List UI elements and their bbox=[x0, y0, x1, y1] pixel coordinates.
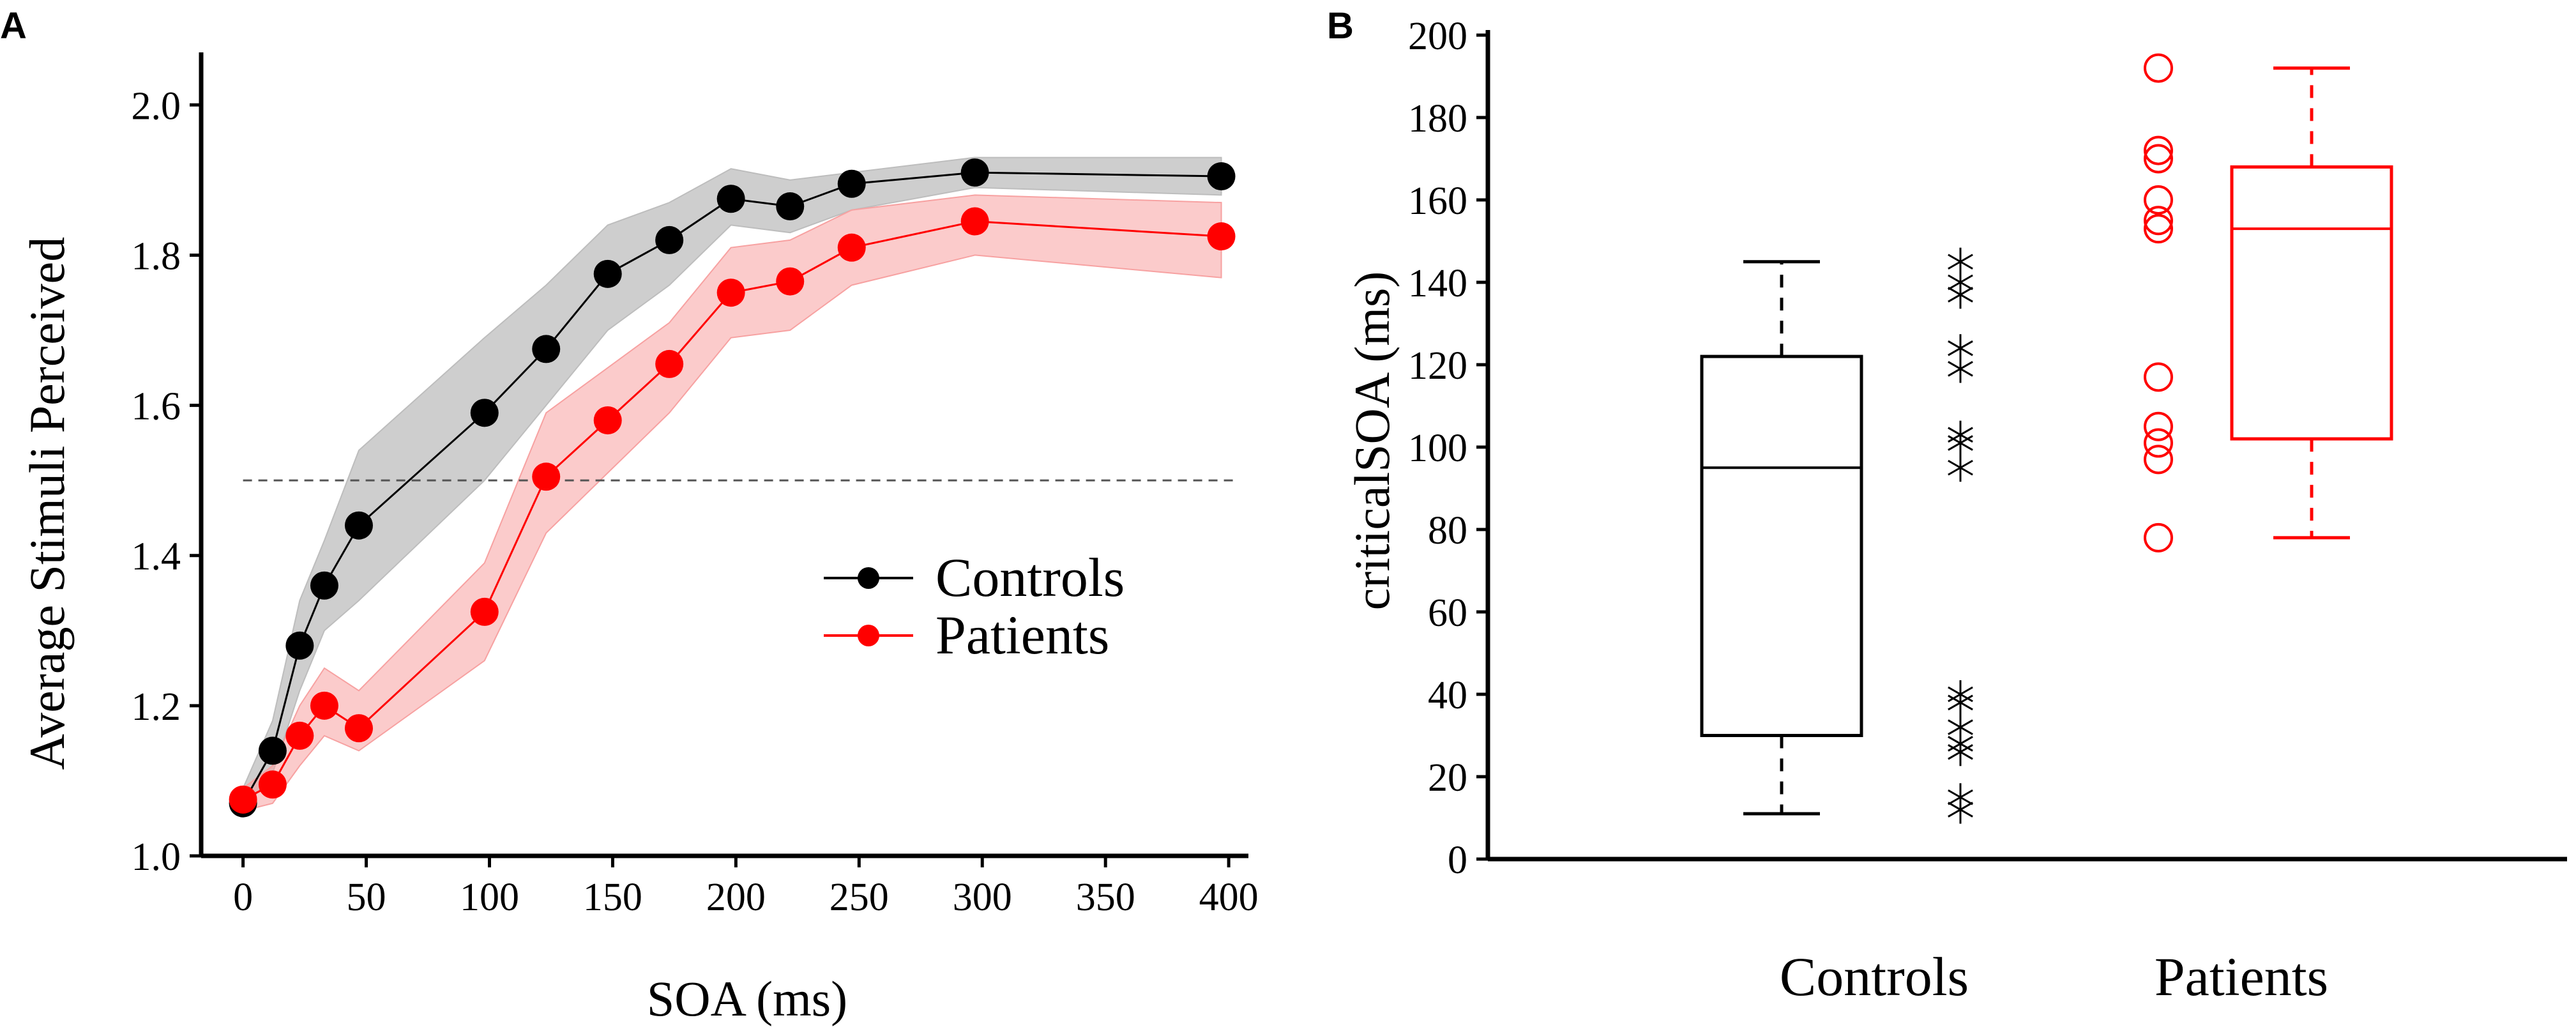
controls-data-point bbox=[1948, 247, 1973, 276]
patients-data-point bbox=[1207, 222, 1236, 251]
box-plots bbox=[1700, 66, 2393, 816]
y-tick-label: 1.4 bbox=[132, 535, 181, 579]
patients-data-point bbox=[776, 267, 805, 296]
controls-data-point bbox=[776, 192, 805, 221]
x-tick-label: 350 bbox=[1076, 876, 1135, 919]
controls-data-point bbox=[532, 335, 561, 363]
patients-data-point bbox=[2144, 522, 2173, 552]
controls-data-point bbox=[1948, 680, 1973, 708]
patients-data-point bbox=[344, 714, 373, 743]
controls-data-point bbox=[960, 158, 989, 187]
category-label-controls: Controls bbox=[1780, 946, 1969, 1007]
controls-data-point bbox=[470, 399, 499, 427]
x-ticks: 0 50 100 150 200 250 300 350 400 bbox=[233, 856, 1259, 919]
y-tick-label: 120 bbox=[1408, 344, 1467, 388]
panel-b-box-plot: B 0 20 40 60 80 100 120 140 160 180 200 Controls P… bbox=[1327, 5, 2567, 1007]
patients-data-point bbox=[310, 691, 338, 720]
legend-controls-marker bbox=[858, 567, 879, 589]
controls-data-point bbox=[285, 631, 314, 660]
y-tick-label: 160 bbox=[1408, 179, 1467, 223]
y-tick-label: 0 bbox=[1448, 839, 1467, 882]
y-tick-label: 60 bbox=[1428, 591, 1467, 635]
patients-data-point bbox=[2144, 362, 2173, 392]
patients-data-point bbox=[2144, 135, 2173, 165]
y-tick-label: 80 bbox=[1428, 509, 1467, 552]
panel-a-line-chart: A 0 50 100 150 200 250 300 350 400 1.01.21.41.61… bbox=[0, 5, 1259, 1026]
y-tick-label: 100 bbox=[1408, 427, 1467, 470]
series-points bbox=[229, 158, 1236, 818]
y-axis-title: Average Stimuli Perceived bbox=[19, 237, 75, 770]
x-tick-label: 50 bbox=[347, 876, 386, 919]
patients-data-point bbox=[2144, 53, 2173, 83]
controls-data-point bbox=[1948, 453, 1973, 482]
category-label-patients: Patients bbox=[2155, 946, 2328, 1007]
panel-a-letter: A bbox=[0, 5, 27, 47]
patients-data-point bbox=[960, 207, 989, 236]
legend-patients-marker bbox=[858, 625, 879, 646]
patients-data-point bbox=[532, 462, 561, 491]
patients-data-point bbox=[2144, 185, 2173, 215]
patients-data-point bbox=[837, 233, 866, 262]
controls-data-point bbox=[593, 259, 622, 288]
controls-data-point bbox=[1207, 162, 1236, 190]
x-tick-label: 100 bbox=[460, 876, 519, 919]
patients-data-point bbox=[258, 770, 287, 799]
y-axis-title: criticalSOA (ms) bbox=[1344, 271, 1400, 611]
x-tick-label: 400 bbox=[1199, 876, 1259, 919]
controls-data-point bbox=[1948, 783, 1973, 812]
patients-data-point bbox=[655, 349, 684, 378]
x-tick-label: 250 bbox=[830, 876, 889, 919]
y-tick-label: 40 bbox=[1428, 674, 1467, 717]
controls-data-point bbox=[655, 225, 684, 254]
y-tick-label: 2.0 bbox=[132, 84, 181, 128]
y-tick-label: 1.2 bbox=[132, 685, 181, 729]
patients-data-point bbox=[2144, 214, 2173, 244]
patients-data-point bbox=[593, 406, 622, 435]
patients-data-point bbox=[285, 721, 314, 750]
controls-confidence-band bbox=[242, 156, 1222, 813]
y-tick-label: 140 bbox=[1408, 262, 1467, 305]
x-tick-label: 300 bbox=[953, 876, 1012, 919]
y-tick-label: 1.0 bbox=[132, 835, 181, 879]
patients-data-point bbox=[2144, 428, 2173, 458]
patients-data-point bbox=[2144, 206, 2173, 236]
individual-points bbox=[1948, 53, 2173, 824]
controls-data-point bbox=[1948, 713, 1973, 742]
legend: Controls Patients bbox=[824, 547, 1125, 666]
controls-box-plot bbox=[1700, 260, 1863, 816]
patients-data-point bbox=[2144, 411, 2173, 441]
patients-data-point bbox=[470, 597, 499, 626]
controls-data-point bbox=[310, 571, 338, 600]
patients-box bbox=[2230, 165, 2393, 441]
patients-data-point bbox=[2144, 445, 2173, 475]
y-tick-label: 180 bbox=[1408, 97, 1467, 141]
x-tick-label: 150 bbox=[583, 876, 642, 919]
legend-controls-label: Controls bbox=[936, 547, 1125, 608]
patients-data-point bbox=[229, 785, 257, 814]
controls-data-point bbox=[837, 169, 866, 198]
controls-data-point bbox=[258, 736, 287, 765]
y-tick-label: 1.6 bbox=[132, 385, 181, 429]
y-tick-label: 1.8 bbox=[132, 234, 181, 278]
controls-data-point bbox=[1948, 420, 1973, 449]
patients-confidence-band bbox=[242, 194, 1222, 812]
confidence-bands bbox=[242, 156, 1222, 813]
y-tick-label: 200 bbox=[1408, 15, 1467, 58]
patients-box-plot bbox=[2230, 66, 2393, 540]
panel-b-letter: B bbox=[1327, 5, 1354, 47]
y-ticks: 1.0 1.2 1.4 1.6 1.8 2.0 bbox=[132, 84, 201, 879]
controls-data-point bbox=[1948, 334, 1973, 363]
x-tick-label: 200 bbox=[706, 876, 766, 919]
controls-data-point bbox=[344, 511, 373, 540]
y-ticks: 0 20 40 60 80 100 120 140 160 180 200 bbox=[1408, 15, 1488, 882]
patients-data-point bbox=[716, 278, 745, 307]
legend-patients-label: Patients bbox=[936, 604, 1109, 666]
x-tick-label: 0 bbox=[233, 876, 253, 919]
x-axis-title: SOA (ms) bbox=[647, 971, 847, 1026]
y-tick-label: 20 bbox=[1428, 756, 1467, 800]
controls-box bbox=[1700, 354, 1863, 737]
controls-data-point bbox=[716, 185, 745, 213]
patients-data-point bbox=[2144, 144, 2173, 174]
